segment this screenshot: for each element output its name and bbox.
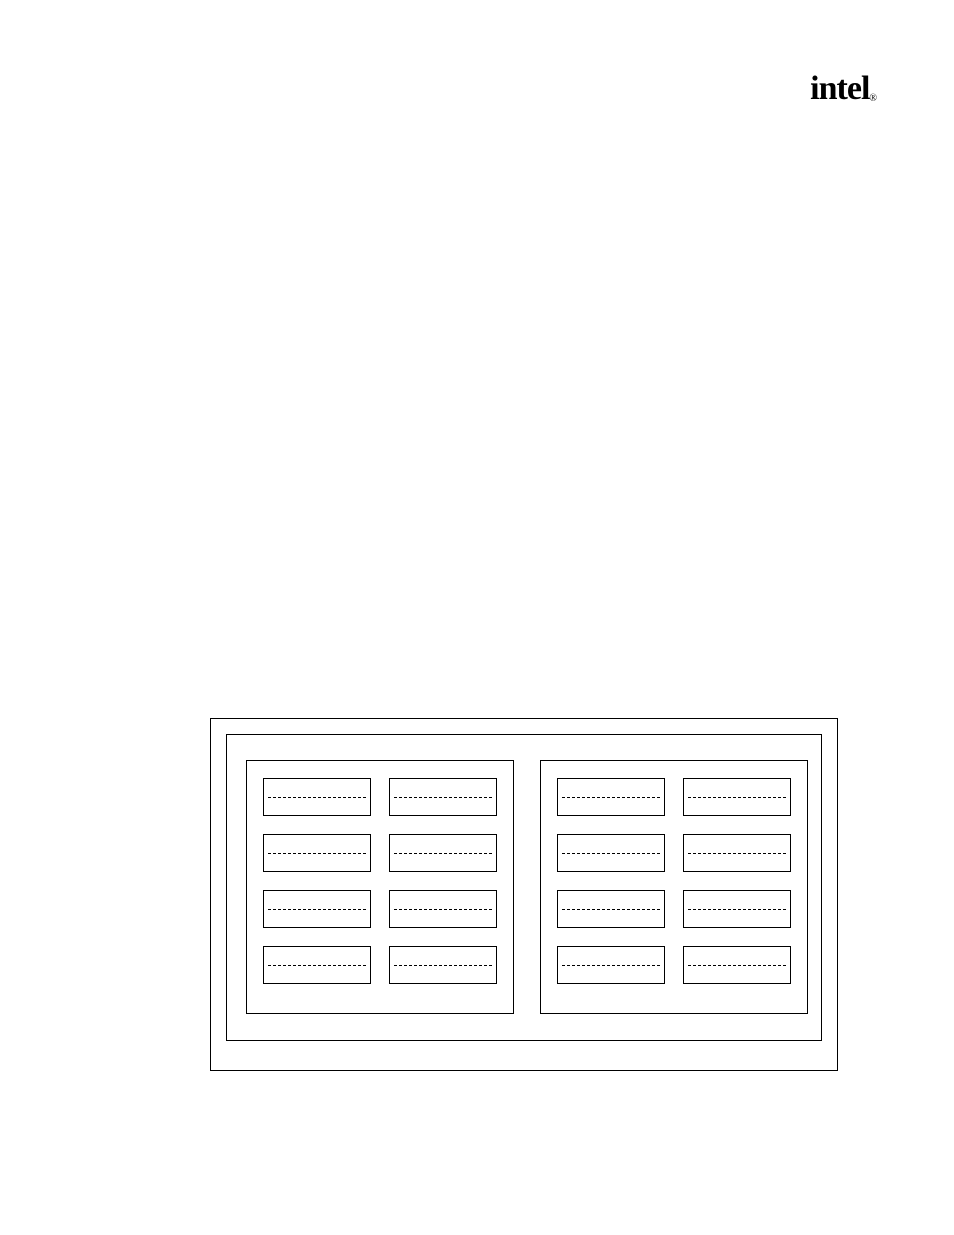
diagram-cell — [389, 946, 497, 984]
diagram-cell — [683, 946, 791, 984]
diagram-cell — [683, 834, 791, 872]
diagram-cell — [389, 834, 497, 872]
diagram-cell — [263, 890, 371, 928]
diagram-cell — [389, 890, 497, 928]
diagram-cell — [683, 890, 791, 928]
diagram-cell — [389, 778, 497, 816]
diagram-cell — [557, 946, 665, 984]
page-root: intel® — [0, 0, 954, 1235]
diagram-cell — [263, 834, 371, 872]
diagram-cell — [683, 778, 791, 816]
diagram-cell — [557, 778, 665, 816]
logo-text: intel — [810, 70, 869, 107]
diagram-cell — [263, 946, 371, 984]
diagram-cell — [557, 834, 665, 872]
diagram-cell — [263, 778, 371, 816]
intel-logo: intel® — [810, 70, 876, 108]
diagram-cell — [557, 890, 665, 928]
logo-registered-symbol: ® — [869, 93, 876, 104]
